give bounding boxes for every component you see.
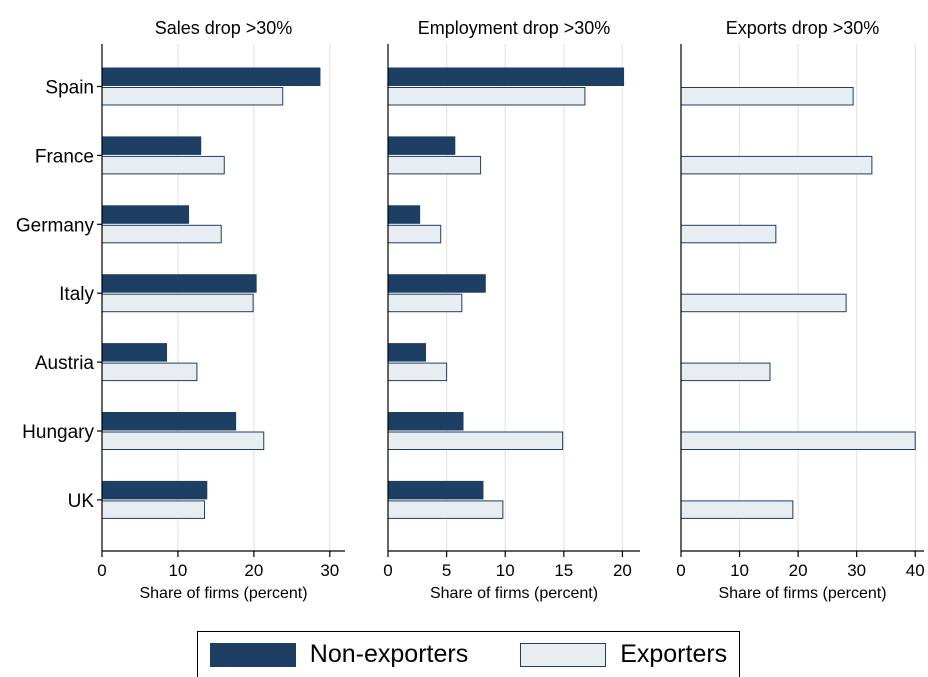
panel-1-bar-exporters-uk: [101, 500, 206, 519]
panel-1-x-tick-label-0: 0: [97, 561, 106, 580]
panel-3-x-tick-label-10: 10: [730, 561, 749, 580]
legend-label-exporters: Exporters: [620, 640, 728, 668]
panel-3-title: Exports drop >30%: [726, 18, 880, 38]
panel-3-x-tick-label-30: 30: [847, 561, 866, 580]
panel-1-title: Sales drop >30%: [155, 18, 293, 38]
panel-2-x-tick-label-15: 15: [554, 561, 573, 580]
legend-item-exporters: Exporters: [520, 640, 727, 669]
panel-3-bar-exporters-france: [680, 155, 873, 175]
panel-3-bar-exporters-germany: [680, 224, 777, 244]
category-label-austria: Austria: [35, 353, 95, 374]
panel-3-x-tick-label-40: 40: [906, 561, 925, 580]
panel-1-bar-exporters-france: [101, 155, 225, 175]
category-label-spain: Spain: [45, 78, 94, 99]
panel-1-bar-non-exporters-germany: [101, 205, 190, 224]
legend: Non-exporters Exporters: [197, 631, 740, 677]
panel-2-bar-exporters-italy: [387, 293, 463, 313]
panel-2-bar-exporters-uk: [387, 500, 504, 519]
panel-2-bar-exporters-hungary: [387, 431, 564, 450]
panel-2-bar-non-exporters-austria: [387, 343, 427, 362]
legend-label-non-exporters: Non-exporters: [309, 640, 469, 668]
panel-1-bar-non-exporters-italy: [101, 274, 257, 293]
panel-1-bar-non-exporters-austria: [101, 343, 168, 362]
panel-2-bar-exporters-spain: [387, 87, 586, 106]
panel-2-bar-non-exporters-italy: [387, 274, 486, 293]
panel-2-x-tick-label-0: 0: [383, 561, 392, 580]
panel-3-bar-exporters-austria: [680, 362, 771, 382]
panel-3-x-tick-label-20: 20: [789, 561, 808, 580]
panel-1-x-tick-label-20: 20: [244, 561, 263, 580]
panel-3-x-axis-label: Share of firms (percent): [718, 585, 886, 602]
legend-item-non-exporters: Non-exporters: [209, 640, 469, 669]
legend-swatch-exporters: [520, 642, 607, 667]
panel-1-bar-non-exporters-france: [101, 136, 202, 155]
category-label-italy: Italy: [59, 284, 94, 305]
panel-1-bar-exporters-austria: [101, 362, 198, 382]
panel-2-x-tick-label-10: 10: [496, 561, 515, 580]
panel-1-bar-non-exporters-spain: [101, 67, 321, 86]
panel-1-bar-exporters-germany: [101, 224, 222, 244]
panel-3-bar-exporters-spain: [680, 87, 854, 106]
legend-swatch-non-exporters: [209, 642, 296, 667]
panel-2-x-axis-label: Share of firms (percent): [430, 585, 598, 602]
panel-2-bar-non-exporters-uk: [387, 480, 484, 500]
panel-2-bar-non-exporters-germany: [387, 205, 421, 224]
panel-1-x-tick-label-10: 10: [168, 561, 187, 580]
panel-3-bar-exporters-uk: [680, 500, 794, 519]
panel-1-bar-non-exporters-uk: [101, 480, 208, 500]
category-label-france: France: [35, 146, 94, 167]
panel-2-bar-exporters-france: [387, 155, 482, 175]
panel-1-bar-exporters-spain: [101, 87, 284, 106]
panel-3-bar-exporters-italy: [680, 293, 847, 313]
panel-1-bar-exporters-italy: [101, 293, 254, 313]
panel-2-title: Employment drop >30%: [418, 18, 611, 38]
panel-3-x-tick-label-0: 0: [676, 561, 685, 580]
panel-1-x-axis-label: Share of firms (percent): [139, 585, 307, 602]
panel-2-bar-non-exporters-spain: [387, 67, 625, 86]
panel-3-bar-exporters-hungary: [680, 431, 916, 450]
panel-2-bar-non-exporters-hungary: [387, 412, 464, 431]
panel-1-x-tick-label-30: 30: [320, 561, 339, 580]
category-label-uk: UK: [68, 491, 95, 512]
category-label-germany: Germany: [16, 215, 95, 236]
panel-2-bar-exporters-germany: [387, 224, 442, 244]
panel-1-bar-exporters-hungary: [101, 431, 265, 450]
category-label-hungary: Hungary: [22, 422, 94, 443]
panel-2-x-tick-label-5: 5: [442, 561, 451, 580]
panel-2-bar-exporters-austria: [387, 362, 448, 382]
panel-2-bar-non-exporters-france: [387, 136, 456, 155]
panel-1-bar-non-exporters-hungary: [101, 412, 237, 431]
panel-2-x-tick-label-20: 20: [613, 561, 632, 580]
